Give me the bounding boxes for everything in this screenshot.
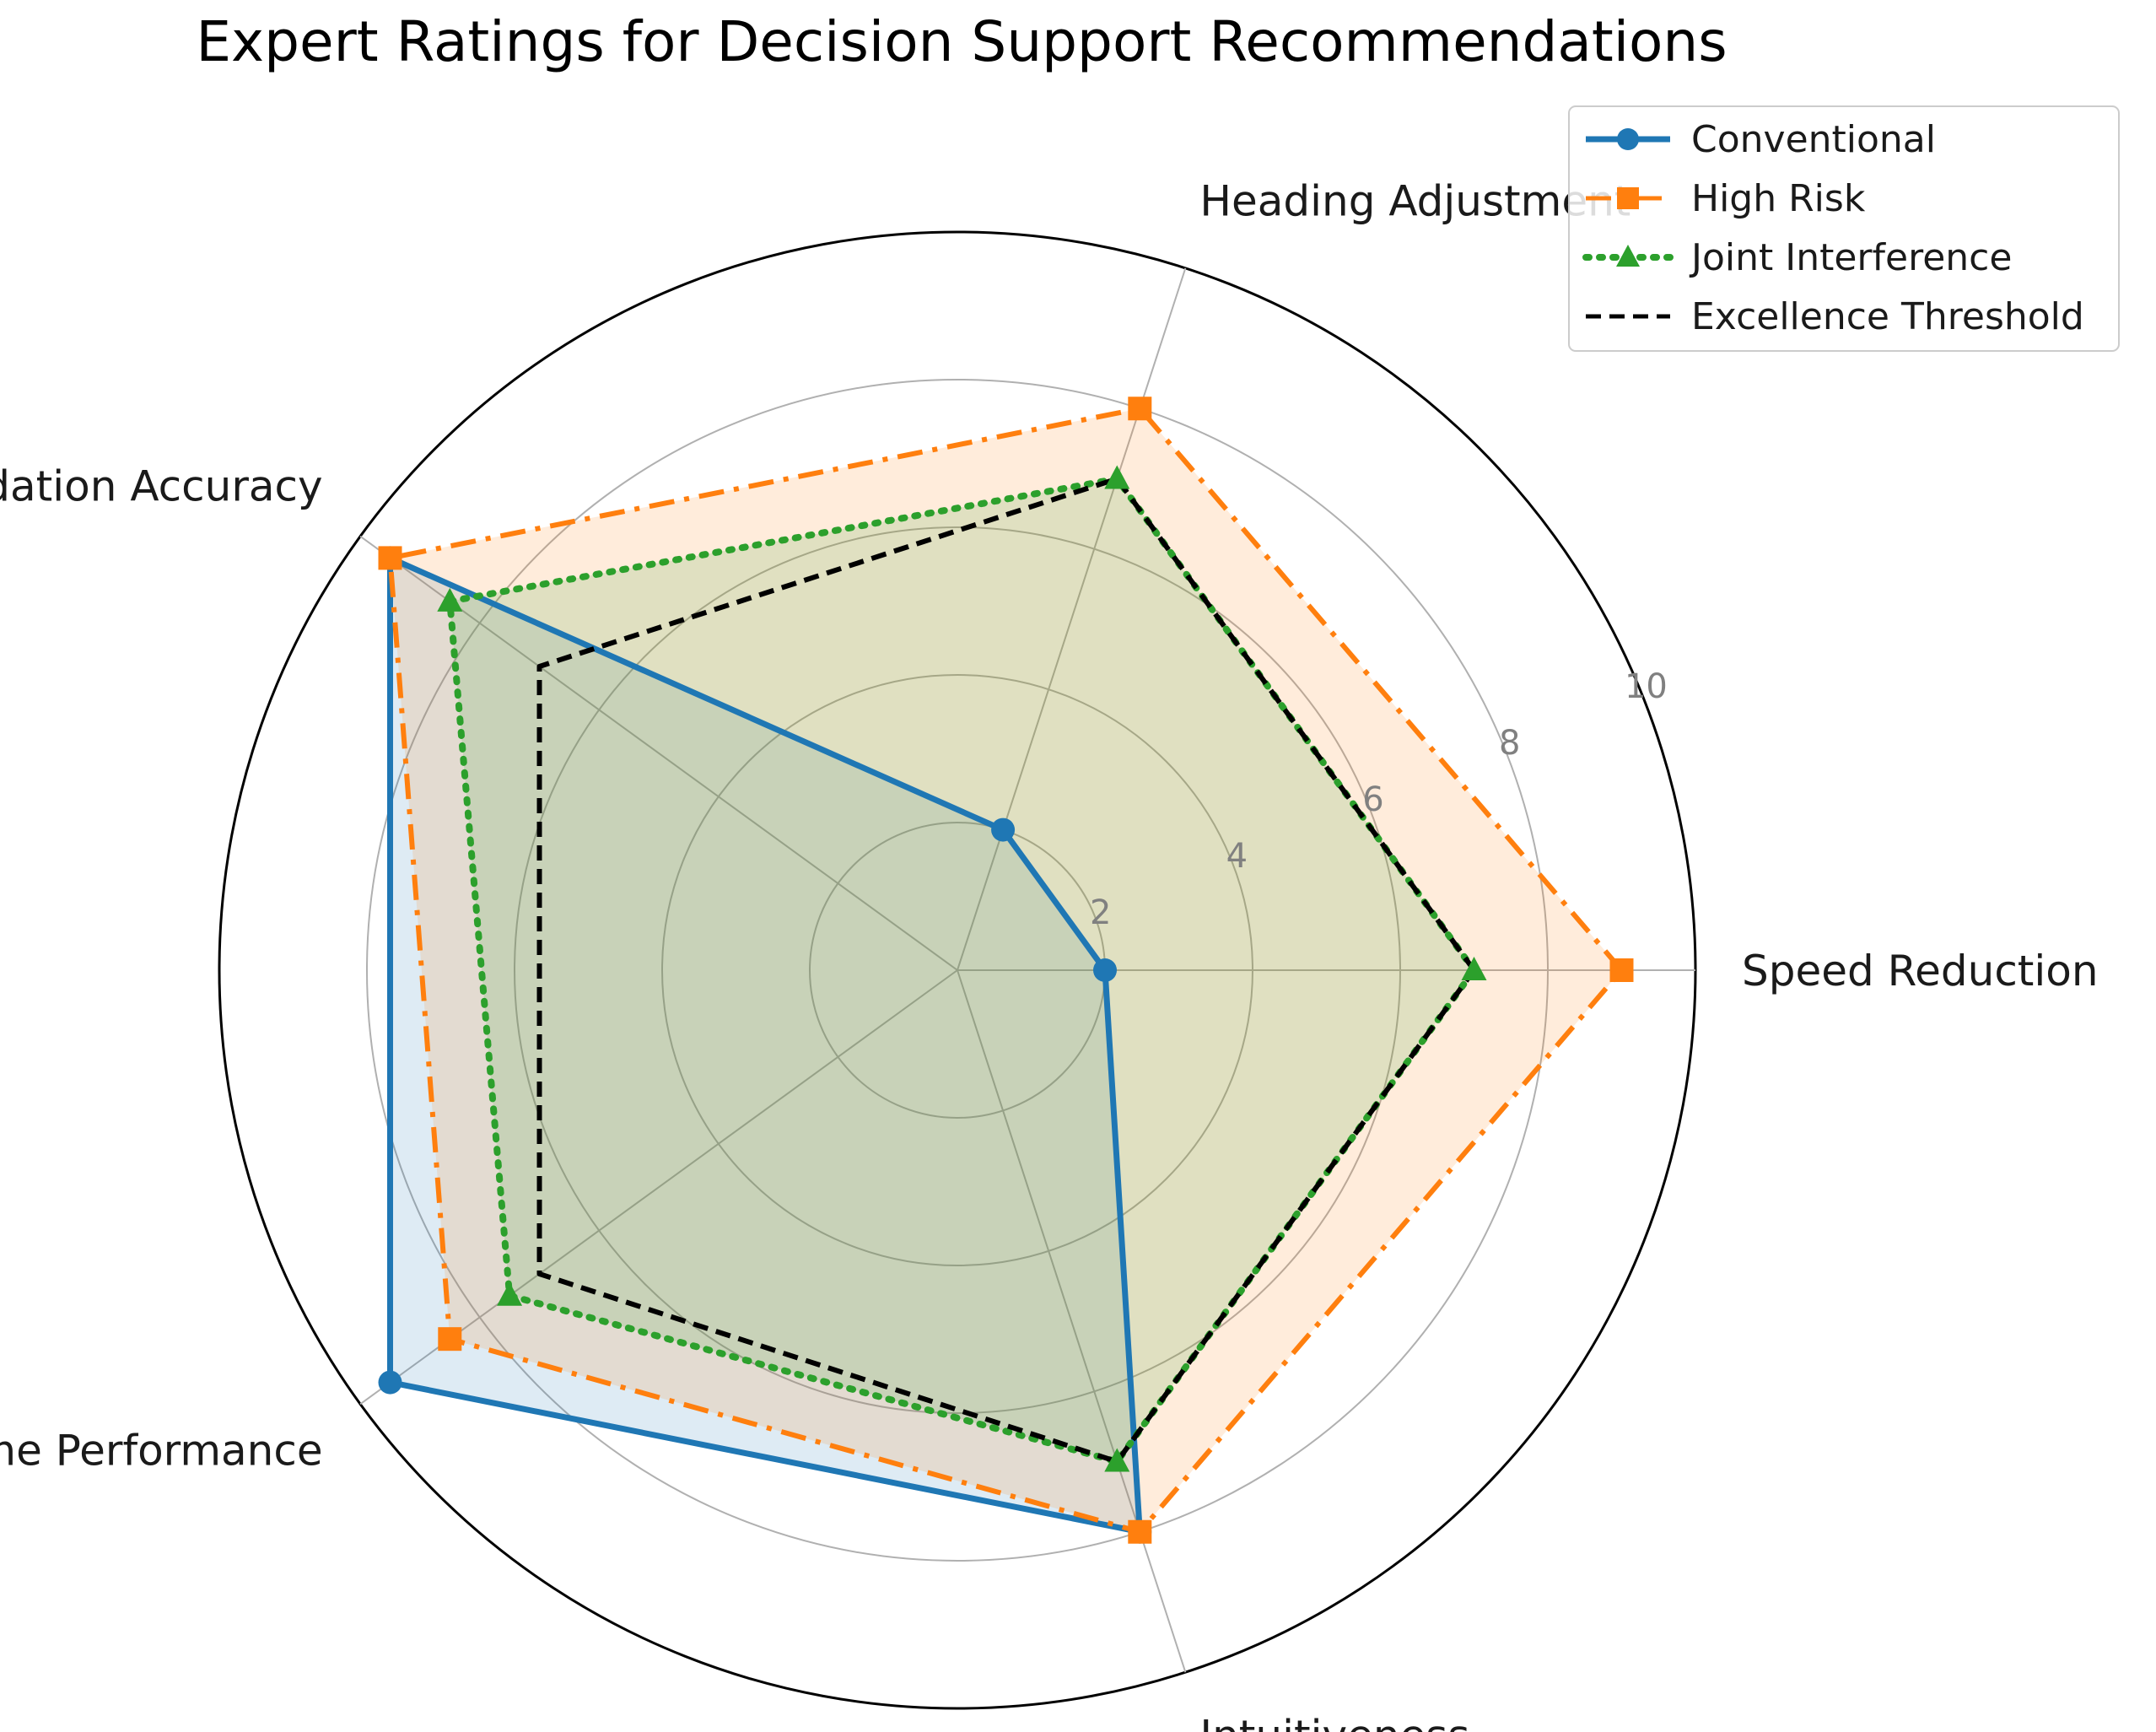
legend-label-excellence-threshold: Excellence Threshold <box>1691 295 2084 338</box>
polar-grid <box>218 230 1697 1710</box>
category-label-intuitiveness: Intuitiveness <box>1199 1711 1469 1732</box>
series-fills <box>390 408 1622 1532</box>
data-point-high-risk <box>378 546 402 570</box>
series-line-high-risk <box>387 406 1625 1535</box>
series-fill-joint-interference <box>450 478 1474 1462</box>
category-label-recommendation-accuracy: Recommendation Accuracy <box>0 461 323 510</box>
category-label-speed-reduction: Speed Reduction <box>1742 947 2099 995</box>
category-label-real-time-performance: Real-Time Performance <box>0 1427 323 1476</box>
legend-label-conventional: Conventional <box>1691 118 1936 161</box>
radial-tick-label: 8 <box>1499 724 1520 763</box>
legend-label-joint-interference: Joint Interference <box>1689 236 2012 279</box>
legend-marker-joint-interference <box>1616 245 1640 267</box>
radial-tick-label: 2 <box>1090 893 1111 932</box>
series-lines <box>387 406 1625 1535</box>
data-point-joint-interference <box>1461 957 1487 980</box>
series-fill-conventional <box>390 558 1140 1532</box>
legend-marker-high-risk <box>1617 187 1639 209</box>
series-line-excellence-threshold <box>536 476 1477 1465</box>
data-point-conventional <box>1093 958 1117 982</box>
data-point-high-risk <box>1128 397 1152 421</box>
series-markers <box>378 397 1634 1544</box>
spoke-line <box>957 969 1187 1673</box>
data-point-high-risk <box>1609 958 1634 982</box>
data-point-joint-interference <box>1104 1448 1130 1472</box>
category-label-heading-adjustment: Heading Adjustment <box>1199 177 1630 226</box>
data-point-joint-interference <box>437 587 463 612</box>
radial-tick-label: 4 <box>1226 837 1248 876</box>
series-fill-high-risk <box>390 408 1622 1532</box>
legend-marker-conventional <box>1617 128 1639 150</box>
data-point-high-risk <box>438 1327 462 1352</box>
radial-tick-labels: 2 4 6 8 10 <box>1090 667 1668 932</box>
data-point-joint-interference <box>1104 465 1130 489</box>
radial-tick-label: 6 <box>1362 780 1383 819</box>
radial-tick-label: 10 <box>1625 667 1668 706</box>
data-point-conventional <box>991 817 1016 842</box>
data-point-high-risk <box>1128 1519 1152 1544</box>
category-labels: Speed Reduction Heading Adjustment Recomme… <box>0 177 2099 1732</box>
legend-label-high-risk: High Risk <box>1691 177 1866 220</box>
spoke-line <box>957 267 1187 971</box>
data-point-joint-interference <box>497 1281 523 1306</box>
chart-title: Expert Ratings for Decision Support Reco… <box>196 9 1727 74</box>
legend-frame <box>1568 105 2120 352</box>
data-point-conventional <box>378 1370 402 1395</box>
legend: Conventional High Risk Joint Interference E… <box>1568 105 2120 352</box>
